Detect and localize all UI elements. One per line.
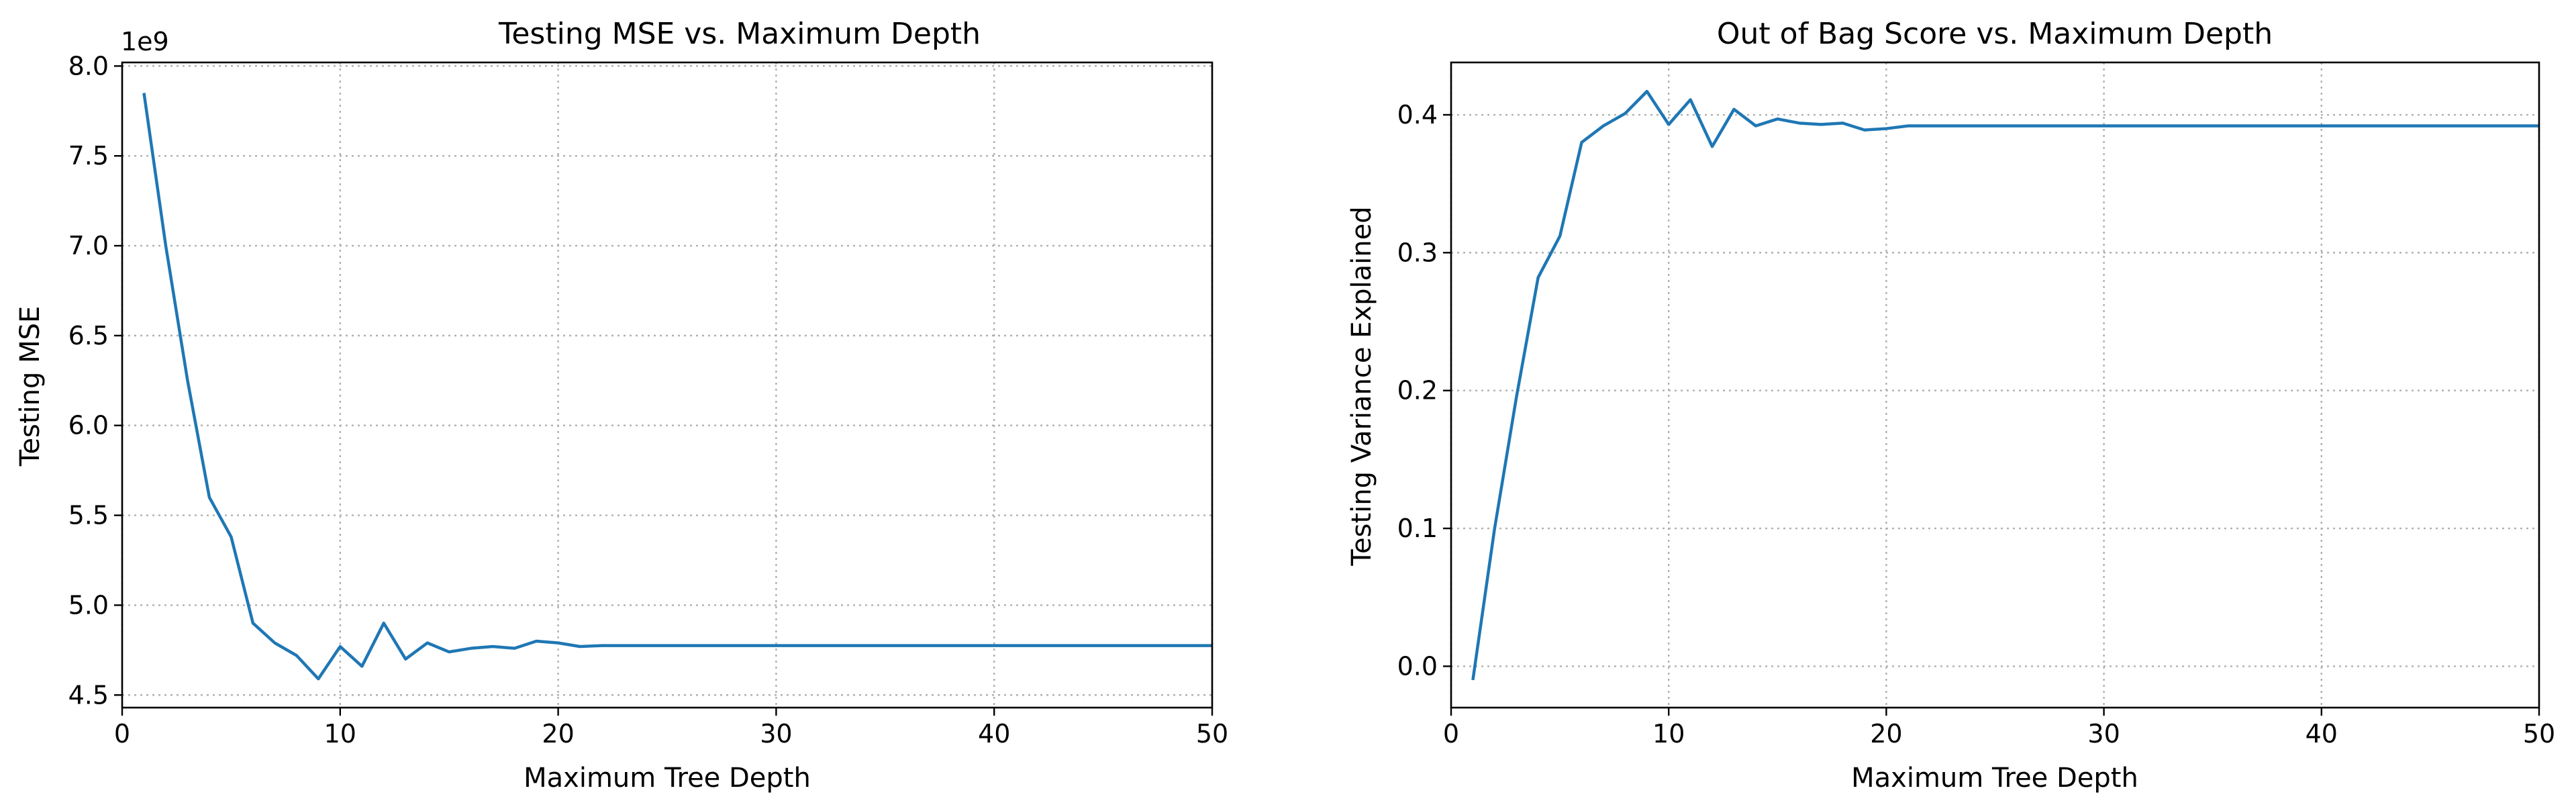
x-tick-label: 50 — [2523, 719, 2555, 749]
y-tick-label: 0.1 — [1397, 514, 1438, 543]
y-tick-label: 7.0 — [68, 231, 109, 260]
chart-out-of-bag-score: Out of Bag Score vs. Maximum Depth Maxim… — [1346, 17, 2555, 794]
series-line — [1471, 89, 2539, 681]
y-tick-label: 5.0 — [68, 590, 109, 620]
y-tick-label: 6.5 — [68, 321, 109, 350]
x-tick-label: 20 — [1870, 719, 1902, 749]
y-axis-label: Testing Variance Explained — [1346, 206, 1377, 566]
y-tick-label: 5.5 — [68, 501, 109, 530]
y-tick-label: 0.3 — [1397, 238, 1438, 267]
x-axis-label: Maximum Tree Depth — [524, 763, 811, 794]
x-tick-label: 30 — [760, 719, 792, 749]
x-tick-label: 40 — [978, 719, 1010, 749]
x-axis-label: Maximum Tree Depth — [1851, 763, 2138, 794]
y-tick-label: 0.2 — [1397, 376, 1438, 406]
x-tick-label: 0 — [1443, 719, 1459, 749]
chart-testing-mse: Testing MSE vs. Maximum Depth 1e9 Maximu… — [15, 17, 1228, 794]
chart-title: Testing MSE vs. Maximum Depth — [498, 17, 981, 51]
y-tick-label: 7.5 — [68, 141, 109, 171]
y-offset-label: 1e9 — [121, 27, 169, 56]
x-tick-label: 50 — [1196, 719, 1228, 749]
x-tick-label: 30 — [2087, 719, 2120, 749]
plot-frame — [1450, 61, 2540, 709]
x-tick-label: 40 — [2306, 719, 2338, 749]
x-tick-label: 10 — [324, 719, 356, 749]
y-tick-label: 8.0 — [68, 51, 109, 81]
x-tick-label: 20 — [542, 719, 574, 749]
plot-frame — [121, 61, 1213, 709]
y-tick-label: 4.5 — [68, 680, 109, 710]
chart-title: Out of Bag Score vs. Maximum Depth — [1717, 17, 2273, 51]
x-tick-label: 10 — [1652, 719, 1685, 749]
y-tick-label: 0.0 — [1397, 651, 1438, 681]
x-tick-label: 0 — [114, 719, 130, 749]
y-tick-label: 6.0 — [68, 411, 109, 440]
y-axis-label: Testing MSE — [15, 306, 46, 467]
y-tick-label: 0.4 — [1397, 100, 1438, 130]
series-line — [142, 93, 1212, 681]
